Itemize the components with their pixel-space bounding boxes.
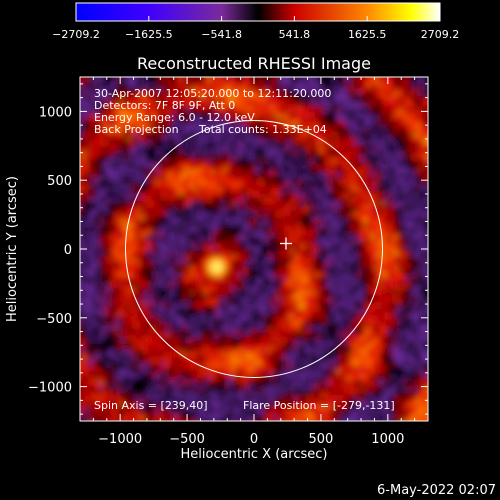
colorbar-tick-label: −2709.2 (52, 28, 100, 41)
colorbar-tick-label: −1625.5 (125, 28, 173, 41)
plot-area (80, 77, 428, 421)
colorbar-gradient (75, 2, 441, 22)
colorbar: −2709.2 −1625.5 −541.8 541.8 1625.5 2709.2 (52, 2, 459, 41)
colorbar-tick-label: −541.8 (201, 28, 242, 41)
colorbar-tick-label: 541.8 (279, 28, 311, 41)
colorbar-tick-label: 2709.2 (421, 28, 460, 41)
heatmap-image (80, 77, 428, 421)
colorbar-tick-label: 1625.5 (348, 28, 387, 41)
colorbar-labels: −2709.2 −1625.5 −541.8 541.8 1625.5 2709.2 (52, 28, 459, 41)
colorbar-ticks (75, 16, 441, 21)
chart-title: Reconstructed RHESSI Image (137, 54, 371, 73)
